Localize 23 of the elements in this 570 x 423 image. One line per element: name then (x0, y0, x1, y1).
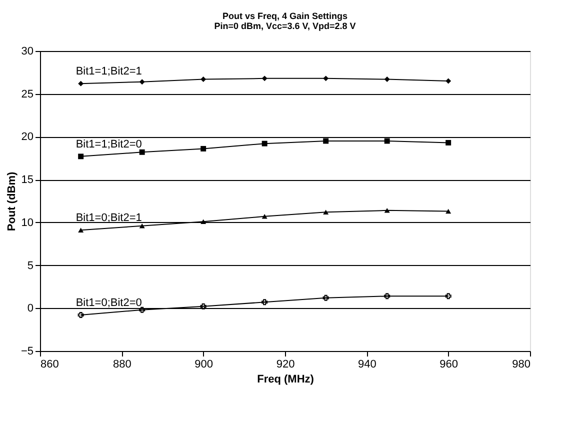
y-tick-label: 10 (21, 216, 34, 229)
x-tick-label: 900 (194, 358, 214, 370)
x-tick-label: 960 (440, 358, 458, 370)
y-axis-title: Pout (dBm) (6, 172, 18, 232)
series-label: Bit1=0;Bit2=1 (76, 212, 142, 224)
chart-title: Pout vs Freq, 4 Gain Settings (222, 11, 348, 21)
y-tick-label: 20 (21, 131, 34, 144)
series-label: Bit1=1;Bit2=1 (76, 66, 142, 78)
y-tick-label: −5 (20, 346, 34, 358)
series-label: Bit1=0;Bit2=0 (76, 297, 142, 309)
chart-subtitle: Pin=0 dBm, Vcc=3.6 V, Vpd=2.8 V (214, 21, 356, 31)
x-axis-title: Freq (MHz) (257, 374, 314, 386)
x-tick-label: 880 (112, 358, 132, 370)
series-label: Bit1=1;Bit2=0 (76, 138, 142, 150)
y-tick-label: 0 (27, 302, 34, 315)
y-tick-label: 15 (21, 174, 34, 186)
y-tick-label: 25 (21, 88, 34, 100)
y-tick-label: 30 (21, 46, 34, 58)
x-tick-label: 920 (276, 358, 295, 370)
x-tick-label: 980 (512, 358, 530, 370)
y-tick-label: 5 (27, 260, 34, 272)
x-tick-label: 860 (40, 358, 59, 370)
x-tick-label: 940 (358, 358, 376, 370)
